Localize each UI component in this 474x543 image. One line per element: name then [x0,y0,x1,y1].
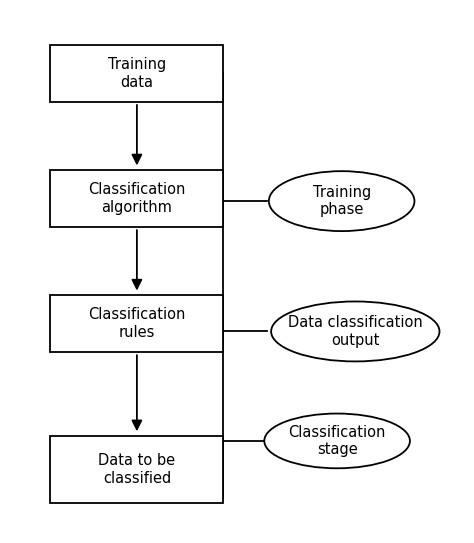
Text: Classification
algorithm: Classification algorithm [88,182,186,214]
Bar [50,295,223,352]
Bar [50,170,223,227]
Ellipse shape [269,171,414,231]
Text: Training
data: Training data [108,57,166,90]
Text: Classification
rules: Classification rules [88,307,186,340]
Ellipse shape [264,414,410,468]
Text: Data classification
output: Data classification output [288,315,423,348]
Text: Data to be
classified: Data to be classified [98,453,175,486]
Bar [50,435,223,503]
Bar [50,45,223,102]
Text: Classification
stage: Classification stage [288,425,386,457]
Ellipse shape [271,301,439,362]
Text: Training
phase: Training phase [312,185,371,217]
